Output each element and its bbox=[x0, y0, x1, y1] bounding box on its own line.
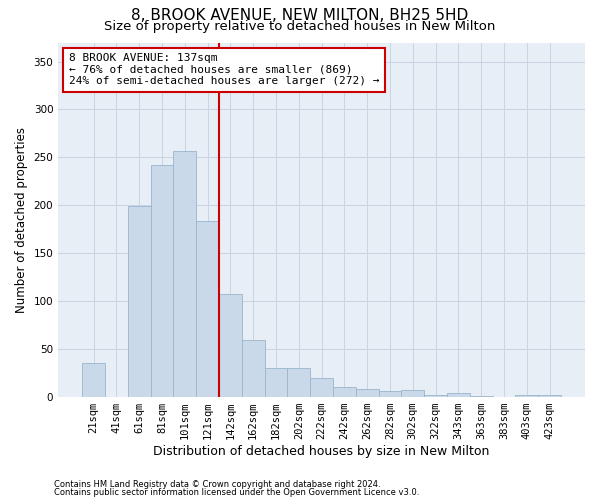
Y-axis label: Number of detached properties: Number of detached properties bbox=[15, 126, 28, 312]
Bar bbox=[242, 340, 265, 396]
Bar bbox=[151, 165, 173, 396]
Bar bbox=[82, 363, 105, 396]
Bar bbox=[287, 368, 310, 396]
Bar bbox=[128, 206, 151, 396]
Text: 8, BROOK AVENUE, NEW MILTON, BH25 5HD: 8, BROOK AVENUE, NEW MILTON, BH25 5HD bbox=[131, 8, 469, 22]
Bar bbox=[333, 387, 356, 396]
Bar bbox=[310, 378, 333, 396]
Text: Size of property relative to detached houses in New Milton: Size of property relative to detached ho… bbox=[104, 20, 496, 33]
Bar bbox=[424, 394, 447, 396]
Bar bbox=[538, 394, 561, 396]
Text: Contains public sector information licensed under the Open Government Licence v3: Contains public sector information licen… bbox=[54, 488, 419, 497]
Text: 8 BROOK AVENUE: 137sqm
← 76% of detached houses are smaller (869)
24% of semi-de: 8 BROOK AVENUE: 137sqm ← 76% of detached… bbox=[69, 53, 379, 86]
Bar bbox=[356, 389, 379, 396]
Bar bbox=[219, 294, 242, 396]
Bar bbox=[379, 391, 401, 396]
Bar bbox=[173, 150, 196, 396]
Bar bbox=[265, 368, 287, 396]
Bar bbox=[515, 394, 538, 396]
Bar bbox=[447, 393, 470, 396]
Bar bbox=[196, 222, 219, 396]
Text: Contains HM Land Registry data © Crown copyright and database right 2024.: Contains HM Land Registry data © Crown c… bbox=[54, 480, 380, 489]
X-axis label: Distribution of detached houses by size in New Milton: Distribution of detached houses by size … bbox=[154, 444, 490, 458]
Bar bbox=[401, 390, 424, 396]
